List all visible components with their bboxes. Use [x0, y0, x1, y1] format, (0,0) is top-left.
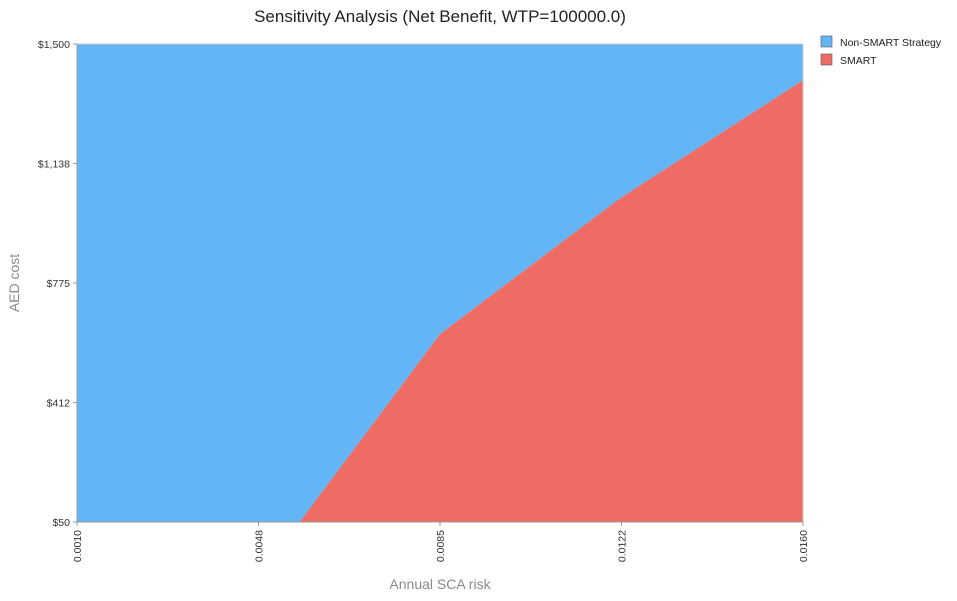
- legend-swatch: [820, 53, 833, 66]
- x-axis-label: Annual SCA risk: [389, 576, 491, 592]
- x-tick-label: 0.0085: [435, 530, 447, 562]
- y-tick-label: $775: [47, 278, 71, 290]
- x-tick-label: 0.0010: [72, 530, 84, 562]
- chart-title: Sensitivity Analysis (Net Benefit, WTP=1…: [254, 7, 626, 26]
- legend-label: SMART: [840, 55, 877, 67]
- x-tick-label: 0.0048: [254, 530, 266, 562]
- y-tick-label: $412: [47, 398, 71, 410]
- y-tick-label: $1,500: [38, 39, 70, 51]
- legend-label: Non-SMART Strategy: [840, 37, 942, 49]
- y-tick-label: $1,138: [38, 159, 70, 171]
- x-tick-label: 0.0122: [617, 530, 629, 562]
- legend-item: SMART: [820, 53, 877, 67]
- x-tick-label: 0.0160: [798, 530, 810, 562]
- y-axis-label: AED cost: [6, 254, 22, 312]
- legend: Non-SMART Strategy SMART: [820, 35, 942, 67]
- axes: $50 $412 $775 $1,138 $1,500 0.0010 0.0048 0.008…: [38, 39, 810, 562]
- area-smart: [299, 80, 803, 522]
- area-non-smart-strategy: [77, 44, 803, 522]
- legend-item: Non-SMART Strategy: [820, 35, 942, 49]
- legend-swatch: [820, 35, 833, 48]
- plot-area: [77, 44, 803, 522]
- y-tick-label: $50: [52, 517, 70, 529]
